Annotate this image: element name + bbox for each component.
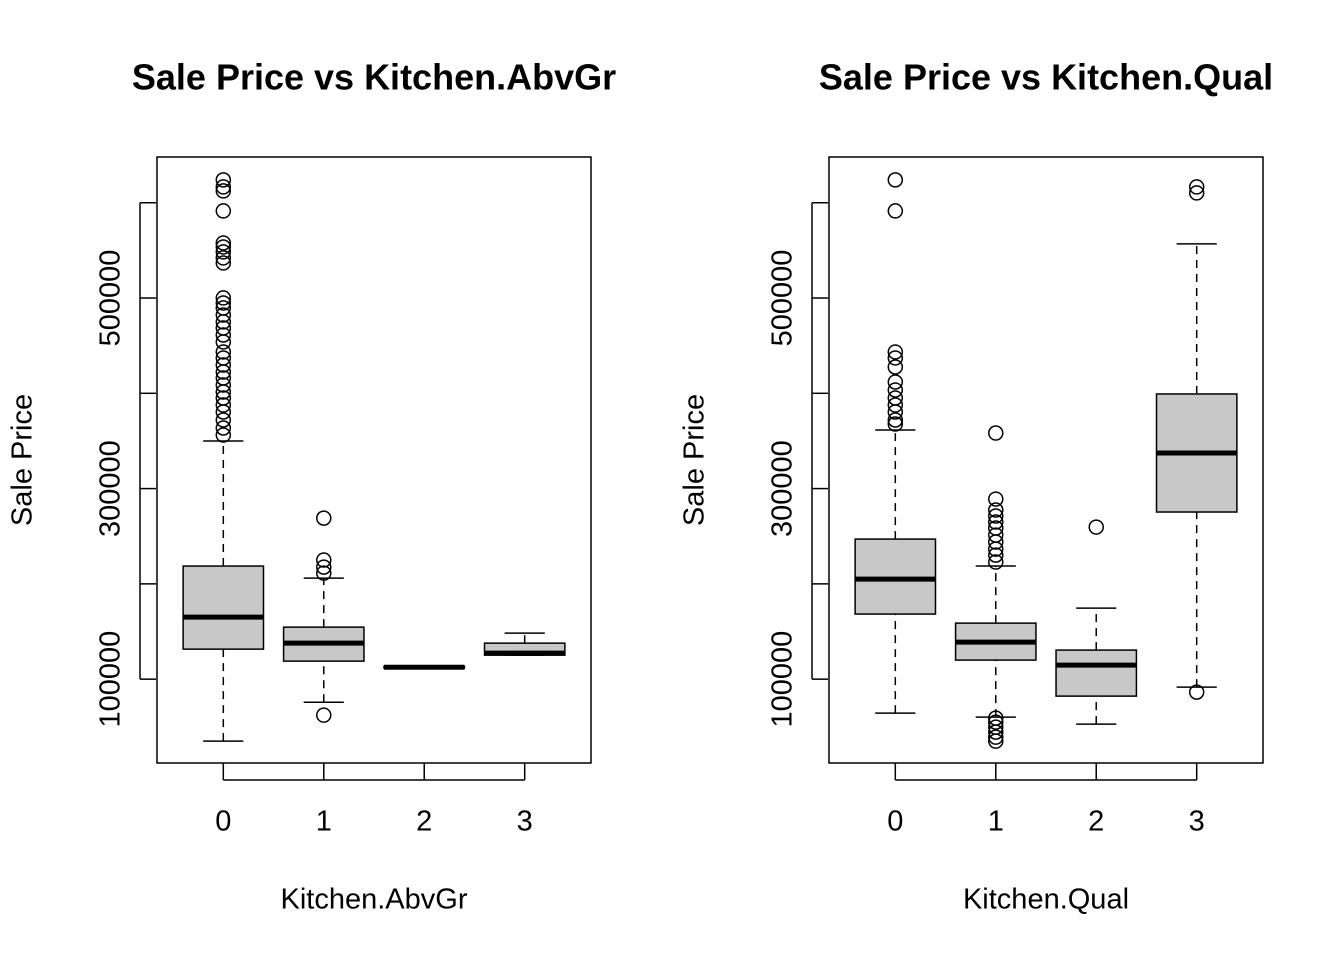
outlier [316, 552, 332, 568]
outlier [988, 541, 1004, 557]
y-axis-label: Sale Price [7, 394, 39, 526]
outlier [215, 334, 232, 350]
y-tick-label: 100000 [95, 631, 127, 728]
outlier [215, 420, 232, 436]
outlier [215, 397, 232, 413]
outlier [988, 547, 1004, 563]
x-tick-label: 0 [887, 806, 903, 838]
plot-frame [828, 156, 1264, 764]
outlier [215, 179, 232, 195]
outlier [887, 172, 904, 188]
outlier [215, 295, 232, 311]
x-tick-label: 2 [416, 806, 432, 838]
y-axis-label: Sale Price [679, 394, 711, 526]
outlier [215, 344, 232, 360]
outlier [887, 203, 904, 219]
outlier [887, 350, 904, 366]
outlier [988, 534, 1004, 550]
outlier [887, 344, 904, 360]
box [1055, 649, 1138, 697]
outlier [887, 397, 904, 413]
box [182, 565, 265, 650]
chart-title: Sale Price vs Kitchen.AbvGr [132, 57, 616, 98]
box [854, 538, 937, 615]
y-tick-label: 500000 [95, 250, 127, 347]
outlier [215, 384, 232, 400]
outlier [215, 357, 232, 373]
outlier [215, 172, 232, 188]
outlier [215, 239, 232, 255]
outlier [988, 491, 1004, 507]
outlier [988, 714, 1004, 730]
x-axis-label: Kitchen.AbvGr [281, 884, 468, 916]
outlier [316, 559, 332, 575]
outlier [316, 565, 332, 581]
outlier [887, 412, 904, 428]
outlier [215, 404, 232, 420]
outlier [1188, 185, 1205, 201]
outlier [215, 183, 232, 199]
outlier [988, 502, 1004, 518]
outlier [988, 724, 1004, 740]
outlier [887, 359, 904, 375]
outlier [988, 554, 1004, 570]
x-tick-label: 0 [215, 806, 231, 838]
outlier [988, 508, 1004, 524]
x-axis-label: Kitchen.Qual [963, 884, 1129, 916]
outlier [316, 510, 332, 526]
outlier [988, 425, 1004, 441]
outlier [215, 327, 232, 343]
outlier [215, 314, 232, 330]
y-tick-label: 500000 [767, 250, 799, 347]
outlier [215, 255, 232, 271]
y-tick-label: 300000 [767, 440, 799, 537]
x-tick-label: 1 [316, 806, 332, 838]
chart-title: Sale Price vs Kitchen.Qual [819, 57, 1273, 98]
outlier [988, 514, 1004, 530]
outlier [988, 733, 1004, 749]
outlier [215, 235, 232, 251]
outlier [1188, 179, 1205, 195]
outlier [887, 416, 904, 432]
x-tick-label: 2 [1088, 806, 1104, 838]
outlier [887, 404, 904, 420]
outlier [1088, 519, 1104, 535]
outlier [215, 364, 232, 380]
outlier [887, 374, 904, 390]
outlier [215, 244, 232, 260]
outlier [215, 412, 232, 428]
outlier [316, 707, 332, 723]
outlier [215, 377, 232, 393]
outlier [215, 203, 232, 219]
outlier [215, 307, 232, 323]
x-tick-label: 1 [988, 806, 1004, 838]
outlier [215, 427, 232, 443]
outlier [988, 729, 1004, 745]
y-tick-label: 300000 [95, 440, 127, 537]
outlier [887, 382, 904, 398]
y-tick-label: 100000 [767, 631, 799, 728]
outlier [1188, 684, 1205, 700]
outlier [215, 250, 232, 266]
plot-frame [156, 156, 592, 764]
outlier [215, 290, 232, 306]
x-tick-label: 3 [517, 806, 533, 838]
x-tick-label: 3 [1189, 806, 1205, 838]
